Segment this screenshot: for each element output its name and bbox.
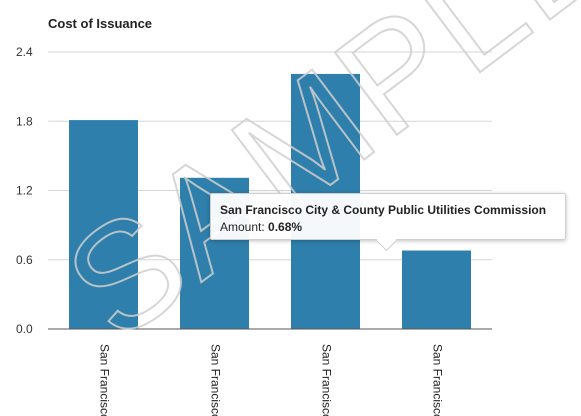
y-tick-label: 0.0: [16, 322, 33, 336]
y-tick-label: 1.2: [16, 184, 33, 198]
y-axis: 0.0 0.6 1.2 1.8 2.4: [16, 45, 33, 336]
x-axis: San Francisco San Francisco San Francisco S…: [98, 344, 445, 416]
x-tick-label: San Francisco: [98, 344, 112, 416]
x-tick-label: San Francisco: [431, 344, 445, 416]
y-tick-label: 1.8: [16, 114, 33, 128]
chart-title: Cost of Issuance: [48, 16, 153, 31]
bar[interactable]: [402, 250, 471, 329]
y-tick-label: 2.4: [16, 45, 33, 59]
tooltip: San Francisco City & County Public Utili…: [210, 193, 566, 252]
tooltip-value-label: Amount:: [220, 220, 269, 234]
tooltip-value-line: Amount: 0.68%: [220, 220, 302, 234]
x-tick-label: San Francisco: [209, 344, 223, 416]
tooltip-title: San Francisco City & County Public Utili…: [220, 203, 547, 217]
x-tick-label: San Francisco: [320, 344, 334, 416]
tooltip-value: 0.68%: [268, 220, 303, 234]
bar[interactable]: [69, 120, 138, 330]
y-tick-label: 0.6: [16, 253, 33, 267]
